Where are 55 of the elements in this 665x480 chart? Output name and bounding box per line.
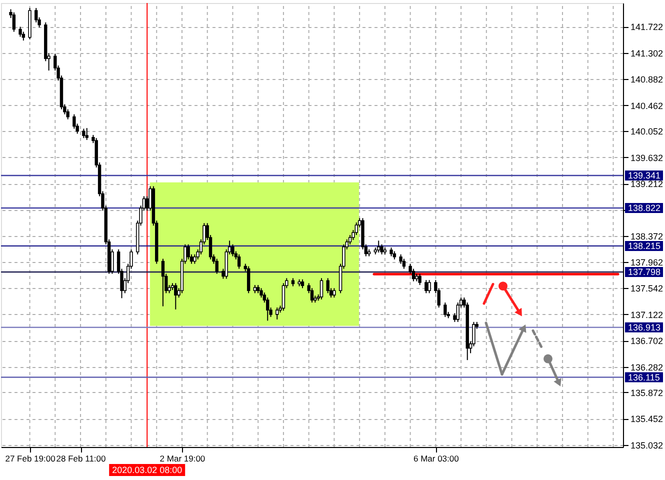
ref-line-label: 137.798	[628, 267, 661, 278]
y-tick-label: 135.872	[630, 388, 664, 398]
candlestick	[174, 282, 178, 310]
candlestick	[402, 258, 406, 270]
y-tick-label: 141.722	[630, 22, 664, 32]
y-tick-label: 137.542	[630, 284, 664, 294]
y-tick-label: 140.882	[630, 74, 664, 85]
candlestick	[12, 12, 16, 32]
candlestick	[276, 307, 279, 320]
candlestick	[332, 288, 336, 298]
y-tick-label: 135.032	[630, 440, 664, 450]
y-tick-label: 139.632	[630, 152, 664, 163]
ref-line-label: 136.115	[628, 372, 660, 382]
candlestick	[186, 244, 190, 260]
candlestick	[326, 278, 330, 294]
y-tick-label: 137.962	[630, 257, 664, 268]
candlestick	[412, 268, 416, 282]
y-tick-label: 141.302	[630, 48, 664, 58]
candlestick	[320, 278, 324, 300]
candlestick	[418, 273, 422, 286]
candlestick	[354, 222, 358, 236]
candlestick	[428, 280, 431, 294]
y-tick-label: 140.462	[630, 100, 664, 111]
x-tick-label: 6 Mar 03:00	[413, 454, 460, 464]
y-tick-label: 135.452	[630, 414, 664, 424]
candlestick	[66, 108, 70, 120]
y-tick-label: 136.282	[630, 362, 664, 372]
candlestick	[376, 240, 380, 254]
y-tick-label: 139.212	[630, 179, 664, 190]
y-tick-label: 137.122	[630, 310, 664, 320]
candlestick	[161, 258, 165, 307]
y-tick-label: 136.702	[630, 336, 664, 346]
x-tick-label: 28 Feb 11:00	[56, 454, 106, 464]
candlestick	[260, 288, 263, 298]
ref-line-label: 138.822	[628, 202, 661, 213]
candlestick	[380, 244, 384, 255]
candlestick	[444, 302, 447, 318]
x-tick-label: 2 Mar 19:00	[160, 454, 206, 464]
candlestick	[424, 280, 428, 294]
candlestick	[215, 258, 218, 274]
candlestick	[72, 114, 76, 130]
y-tick-label: 140.052	[630, 126, 664, 137]
x-tick-label: 27 Feb 19:00	[5, 454, 56, 464]
ref-line-label: 139.341	[628, 170, 661, 181]
candlestick	[246, 266, 250, 294]
candlestick	[231, 244, 234, 257]
candlestick	[18, 26, 22, 38]
candlestick	[85, 128, 88, 140]
candlestick	[237, 254, 241, 270]
x-tick-label: 2020.03.02 08:00	[112, 465, 182, 475]
candlestick	[193, 254, 196, 264]
candlestick	[82, 128, 86, 139]
y-tick-label: 138.372	[630, 232, 664, 242]
ref-line-label: 138.215	[628, 240, 661, 251]
ref-line-label: 136.913	[628, 322, 661, 332]
